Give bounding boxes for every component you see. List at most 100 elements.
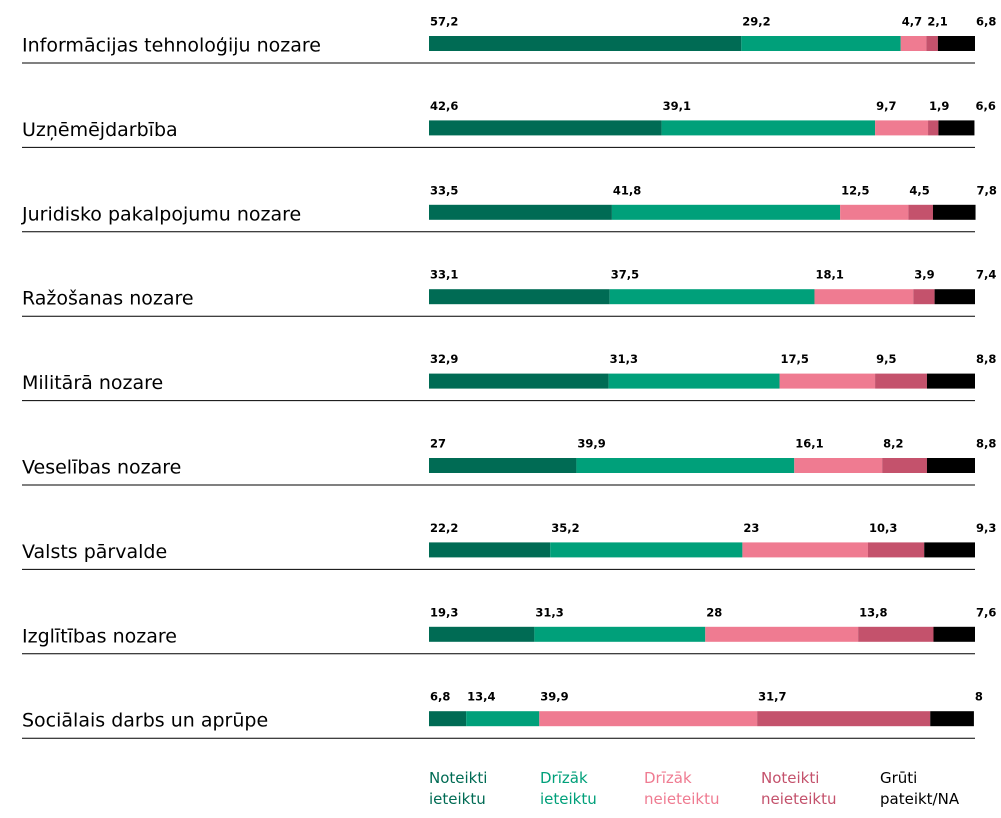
bar-segment [550, 542, 743, 558]
category-label: Valsts pārvalde [22, 541, 167, 563]
bar-segment [742, 542, 868, 558]
value-label: 13,8 [859, 605, 887, 619]
category-label: Ražošanas nozare [22, 288, 194, 310]
bar-segment [661, 120, 876, 136]
bar-segment [875, 120, 929, 136]
value-label: 2,1 [927, 15, 947, 29]
value-label: 7,6 [976, 605, 996, 619]
bar-segment [926, 36, 938, 51]
value-label: 6,8 [430, 690, 450, 704]
bar-segment [741, 36, 901, 51]
bar-segment [429, 373, 609, 389]
category-label: Sociālais darbs un aprūpe [22, 710, 268, 732]
value-label: 33,5 [430, 183, 458, 197]
bar-segment [429, 542, 551, 558]
value-label: 6,6 [975, 99, 995, 113]
value-label: 39,9 [540, 690, 568, 704]
bar-segment [882, 458, 927, 473]
bar-segment [924, 542, 975, 558]
bar-segment [875, 373, 927, 389]
value-label: 39,9 [577, 437, 605, 451]
value-label: 39,1 [663, 99, 691, 113]
bar-segment [534, 626, 706, 642]
bar-segment [757, 711, 931, 727]
value-label: 18,1 [815, 268, 843, 282]
value-label: 32,9 [430, 352, 458, 366]
bar-segment [705, 626, 859, 642]
legend-entry: Drīzāk neieteiktu [644, 769, 720, 808]
bar-segment [794, 458, 883, 473]
value-label: 31,3 [535, 605, 563, 619]
value-label: 17,5 [781, 352, 809, 366]
bar-segment [858, 626, 934, 642]
value-label: 3,9 [914, 268, 934, 282]
bar-segment [429, 36, 742, 51]
value-label: 7,4 [976, 268, 996, 282]
bar-segment [611, 204, 841, 220]
bar-segment [429, 458, 577, 473]
value-label: 8,8 [976, 437, 996, 451]
value-label: 9,3 [976, 521, 996, 535]
bar-segment [608, 373, 780, 389]
category-label: Militārā nozare [22, 372, 163, 394]
value-label: 8,2 [883, 437, 903, 451]
bar-segment [926, 458, 975, 473]
bar-segment [609, 289, 815, 305]
bar-segment [934, 289, 975, 305]
value-label: 41,8 [613, 183, 641, 197]
legend-entry: Noteikti neieteiktu [761, 769, 837, 808]
value-label: 8 [975, 690, 983, 704]
category-label: Juridisko pakalpojumu nozare [21, 203, 301, 225]
value-label: 9,5 [876, 352, 896, 366]
bar-segment [539, 711, 758, 727]
bar-segment [429, 289, 610, 305]
category-label: Informācijas tehnoloģiju nozare [22, 35, 321, 57]
bar-segment [926, 373, 975, 389]
bar-segment [908, 204, 933, 220]
bar-segment [840, 204, 909, 220]
value-label: 33,1 [430, 268, 458, 282]
value-label: 23 [743, 521, 759, 535]
bar-segment [779, 373, 876, 389]
value-label: 31,3 [610, 352, 638, 366]
bar-segment [913, 289, 935, 305]
value-label: 13,4 [467, 690, 495, 704]
bar-segment [576, 458, 795, 473]
bar-segment [429, 204, 612, 220]
bar-segment [867, 542, 925, 558]
value-label: 29,2 [742, 15, 770, 29]
bar-segment [937, 36, 975, 51]
bar-segment [900, 36, 927, 51]
value-label: 35,2 [551, 521, 579, 535]
category-label: Uzņēmējdarbība [22, 119, 178, 141]
value-label: 27 [430, 437, 446, 451]
bar-segment [928, 120, 939, 136]
value-label: 42,6 [430, 99, 458, 113]
value-label: 57,2 [430, 15, 458, 29]
value-label: 12,5 [841, 183, 869, 197]
bar-segment [466, 711, 540, 727]
value-label: 4,7 [902, 15, 922, 29]
legend-entry: Grūti pateikt/NA [880, 769, 960, 808]
legend-entry: Noteikti ieteiktu [429, 769, 488, 808]
legend-entry: Drīzāk ieteiktu [540, 769, 597, 808]
value-label: 4,5 [909, 183, 929, 197]
bar-segment [814, 289, 914, 305]
value-label: 10,3 [869, 521, 897, 535]
value-label: 1,9 [929, 99, 949, 113]
bar-segment [933, 626, 975, 642]
value-label: 9,7 [876, 99, 896, 113]
bar-segment [429, 626, 535, 642]
value-label: 6,8 [976, 15, 996, 29]
value-label: 31,7 [758, 690, 786, 704]
bar-segment [938, 120, 975, 136]
bar-segment [932, 204, 976, 220]
bar-segment [930, 711, 974, 727]
value-label: 7,8 [977, 183, 997, 197]
value-label: 37,5 [611, 268, 639, 282]
value-label: 28 [706, 605, 722, 619]
value-label: 8,8 [976, 352, 996, 366]
value-label: 16,1 [795, 437, 823, 451]
value-label: 22,2 [430, 521, 458, 535]
